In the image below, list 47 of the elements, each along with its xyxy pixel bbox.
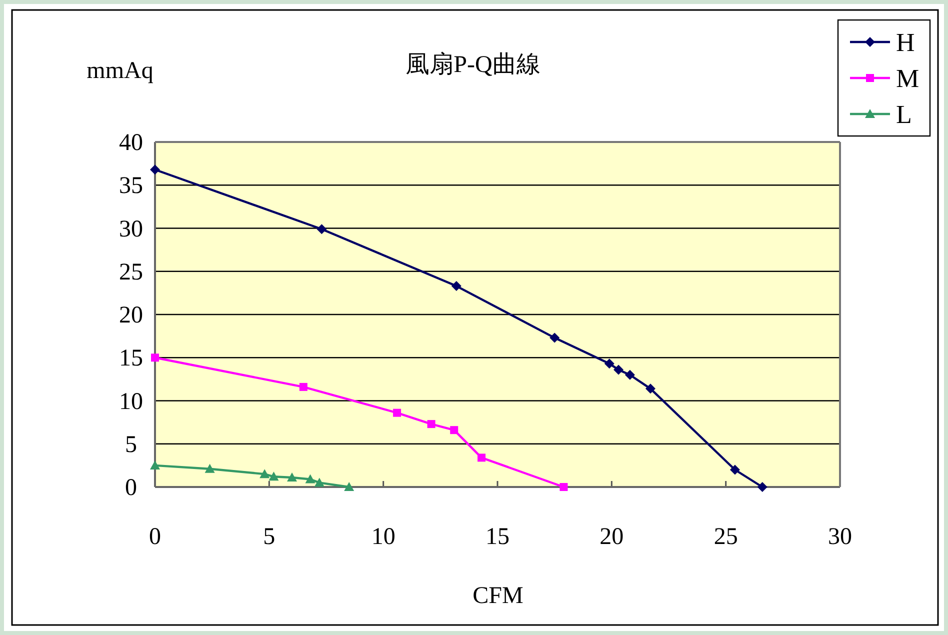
point [393,408,402,417]
point [151,354,159,362]
y-tick-label: 30 [119,216,143,242]
point [478,454,486,462]
x-tick-label: 15 [486,524,510,550]
point [604,358,614,369]
point [260,469,270,478]
point [451,281,462,292]
x-axis-title: CFM [472,583,524,609]
point [550,332,560,343]
point [299,382,308,391]
point [316,224,327,234]
y-tick-label: 10 [119,388,143,415]
y-axis-title: mmAq [86,58,154,84]
y-tick-label: 25 [119,259,143,286]
point [614,364,624,375]
legend-label: L [896,100,912,129]
y-tick-label: 35 [119,173,143,200]
point [344,482,354,491]
point [314,478,324,487]
point [730,464,740,475]
x-tick-label: 25 [714,524,738,550]
point [427,420,436,428]
point [150,460,160,470]
legend-label: H [896,28,915,57]
point [450,426,458,434]
y-tick-label: 20 [119,302,143,328]
point [560,483,568,491]
y-tick-label: 0 [125,475,137,501]
chart-title: 風扇P-Q曲線 [406,51,540,78]
y-tick-label: 5 [125,432,137,458]
point [204,464,215,473]
legend-label: M [896,64,920,93]
point [305,474,316,484]
x-tick-label: 0 [149,524,161,550]
point [268,472,279,481]
point [287,472,297,482]
point [645,384,656,394]
y-tick-label: 15 [119,346,143,372]
x-tick-label: 30 [828,524,852,550]
point [757,482,768,492]
x-tick-label: 10 [371,524,396,550]
point [150,164,160,175]
x-tick-label: 20 [600,524,624,550]
point [624,370,635,380]
x-tick-label: 5 [263,524,276,550]
y-tick-label: 40 [119,130,143,156]
